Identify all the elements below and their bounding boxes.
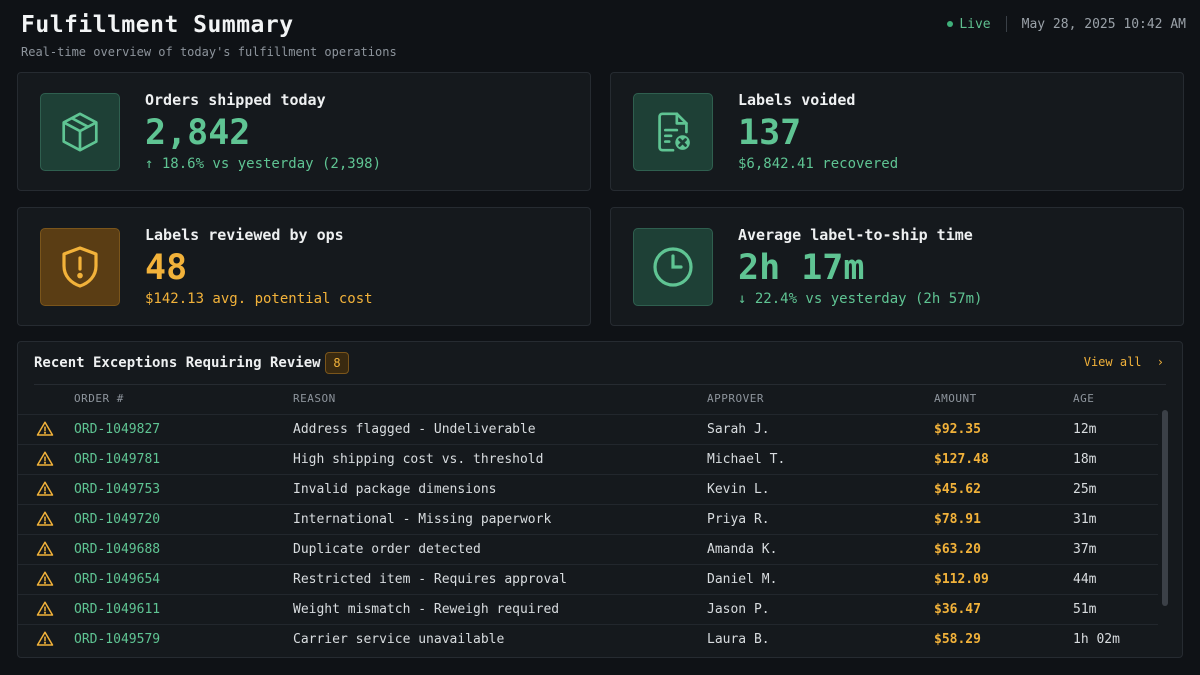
table-row[interactable]: ORD-1049753 Invalid package dimensions K… [18, 474, 1158, 504]
row-age: 31m [1073, 512, 1097, 527]
column-header-reason[interactable]: REASON [293, 392, 336, 405]
warning-icon [36, 600, 54, 622]
card-subtext: ↓ 22.4% vs yesterday (2h 57m) [738, 291, 983, 307]
warning-icon [36, 510, 54, 532]
header-datetime: May 28, 2025 10:42 AM [1021, 16, 1186, 32]
row-approver: Laura B. [707, 632, 770, 647]
exceptions-count-badge: 8 [325, 352, 349, 374]
page-title: Fulfillment Summary [21, 12, 294, 38]
card-value: 2,842 [145, 113, 251, 153]
row-reason: Address flagged - Undeliverable [293, 422, 536, 437]
card-label: Labels reviewed by ops [145, 226, 344, 244]
warning-icon [36, 450, 54, 472]
warning-icon [36, 630, 54, 652]
panel-divider [34, 384, 1166, 385]
row-reason: Duplicate order detected [293, 542, 481, 557]
live-dot-icon [947, 21, 954, 27]
exceptions-panel: Recent Exceptions Requiring Review 8 Vie… [17, 341, 1183, 658]
row-amount: $127.48 [934, 452, 989, 467]
card-label: Orders shipped today [145, 91, 326, 109]
row-reason: Weight mismatch - Reweigh required [293, 602, 560, 617]
card-subtext: $6,842.41 recovered [738, 156, 899, 172]
card-subtext: $142.13 avg. potential cost [145, 291, 373, 307]
column-header-order[interactable]: ORDER # [74, 392, 124, 405]
column-header-amount[interactable]: AMOUNT [934, 392, 977, 405]
shield-alert-icon [40, 228, 120, 306]
row-reason: High shipping cost vs. threshold [293, 452, 544, 467]
live-indicator: Live [947, 16, 991, 32]
warning-icon [36, 420, 54, 442]
warning-icon [36, 480, 54, 502]
row-amount: $78.91 [934, 512, 981, 527]
row-amount: $45.62 [934, 482, 981, 497]
row-approver: Jason P. [707, 602, 770, 617]
view-all-label: View all [1083, 355, 1142, 369]
card-label: Average label-to-ship time [738, 226, 973, 244]
column-header-approver[interactable]: APPROVER [707, 392, 764, 405]
row-approver: Priya R. [707, 512, 770, 527]
box-icon [40, 93, 120, 171]
card-value: 48 [145, 248, 188, 288]
row-amount: $58.29 [934, 632, 981, 647]
page-subtitle: Real-time overview of today's fulfillmen… [21, 45, 397, 59]
row-age: 12m [1073, 422, 1097, 437]
row-reason: Restricted item - Requires approval [293, 572, 567, 587]
row-age: 18m [1073, 452, 1097, 467]
card-value: 2h 17m [738, 248, 865, 288]
clock-icon [633, 228, 713, 306]
row-amount: $63.20 [934, 542, 981, 557]
card-label-to-ship-time: Average label-to-ship time 2h 17m ↓ 22.4… [610, 207, 1184, 326]
warning-icon [36, 570, 54, 592]
row-approver: Michael T. [707, 452, 786, 467]
order-link[interactable]: ORD-1049611 [74, 602, 161, 617]
row-reason: International - Missing paperwork [293, 512, 552, 527]
row-reason: Invalid package dimensions [293, 482, 497, 497]
table-row[interactable]: ORD-1049654 Restricted item - Requires a… [18, 564, 1158, 594]
row-age: 44m [1073, 572, 1097, 587]
card-subtext: ↑ 18.6% vs yesterday (2,398) [145, 156, 382, 172]
exceptions-table-body: ORD-1049827 Address flagged - Undelivera… [18, 414, 1158, 654]
row-amount: $112.09 [934, 572, 989, 587]
panel-title: Recent Exceptions Requiring Review [34, 355, 321, 371]
row-approver: Kevin L. [707, 482, 770, 497]
table-row[interactable]: ORD-1049827 Address flagged - Undelivera… [18, 414, 1158, 444]
card-labels-reviewed: Labels reviewed by ops 48 $142.13 avg. p… [17, 207, 591, 326]
order-link[interactable]: ORD-1049688 [74, 542, 161, 557]
card-label: Labels voided [738, 91, 856, 109]
table-row[interactable]: ORD-1049781 High shipping cost vs. thres… [18, 444, 1158, 474]
row-amount: $92.35 [934, 422, 981, 437]
order-link[interactable]: ORD-1049827 [74, 422, 161, 437]
header-divider [1005, 16, 1007, 32]
row-age: 25m [1073, 482, 1097, 497]
row-approver: Sarah J. [707, 422, 770, 437]
row-reason: Carrier service unavailable [293, 632, 505, 647]
live-label: Live [959, 16, 991, 32]
table-scrollbar[interactable] [1162, 410, 1168, 606]
view-all-link[interactable]: View all › [1084, 355, 1164, 369]
table-row[interactable]: ORD-1049720 International - Missing pape… [18, 504, 1158, 534]
warning-icon [36, 540, 54, 562]
column-header-age[interactable]: AGE [1073, 392, 1095, 405]
header-status: Live May 28, 2025 10:42 AM [947, 16, 1186, 32]
order-link[interactable]: ORD-1049720 [74, 512, 161, 527]
row-amount: $36.47 [934, 602, 981, 617]
row-approver: Amanda K. [707, 542, 778, 557]
card-labels-voided: Labels voided 137 $6,842.41 recovered [610, 72, 1184, 191]
chevron-right-icon: › [1156, 355, 1164, 369]
order-link[interactable]: ORD-1049654 [74, 572, 161, 587]
table-header: ORDER # REASON APPROVER AMOUNT AGE [18, 392, 1158, 414]
order-link[interactable]: ORD-1049579 [74, 632, 161, 647]
row-approver: Daniel M. [707, 572, 778, 587]
order-link[interactable]: ORD-1049781 [74, 452, 161, 467]
row-age: 37m [1073, 542, 1097, 557]
row-age: 51m [1073, 602, 1097, 617]
card-orders-shipped: Orders shipped today 2,842 ↑ 18.6% vs ye… [17, 72, 591, 191]
document-void-icon [633, 93, 713, 171]
card-value: 137 [738, 113, 802, 153]
table-row[interactable]: ORD-1049611 Weight mismatch - Reweigh re… [18, 594, 1158, 624]
order-link[interactable]: ORD-1049753 [74, 482, 161, 497]
table-row[interactable]: ORD-1049579 Carrier service unavailable … [18, 624, 1158, 654]
table-row[interactable]: ORD-1049688 Duplicate order detected Ama… [18, 534, 1158, 564]
row-age: 1h 02m [1073, 632, 1120, 647]
